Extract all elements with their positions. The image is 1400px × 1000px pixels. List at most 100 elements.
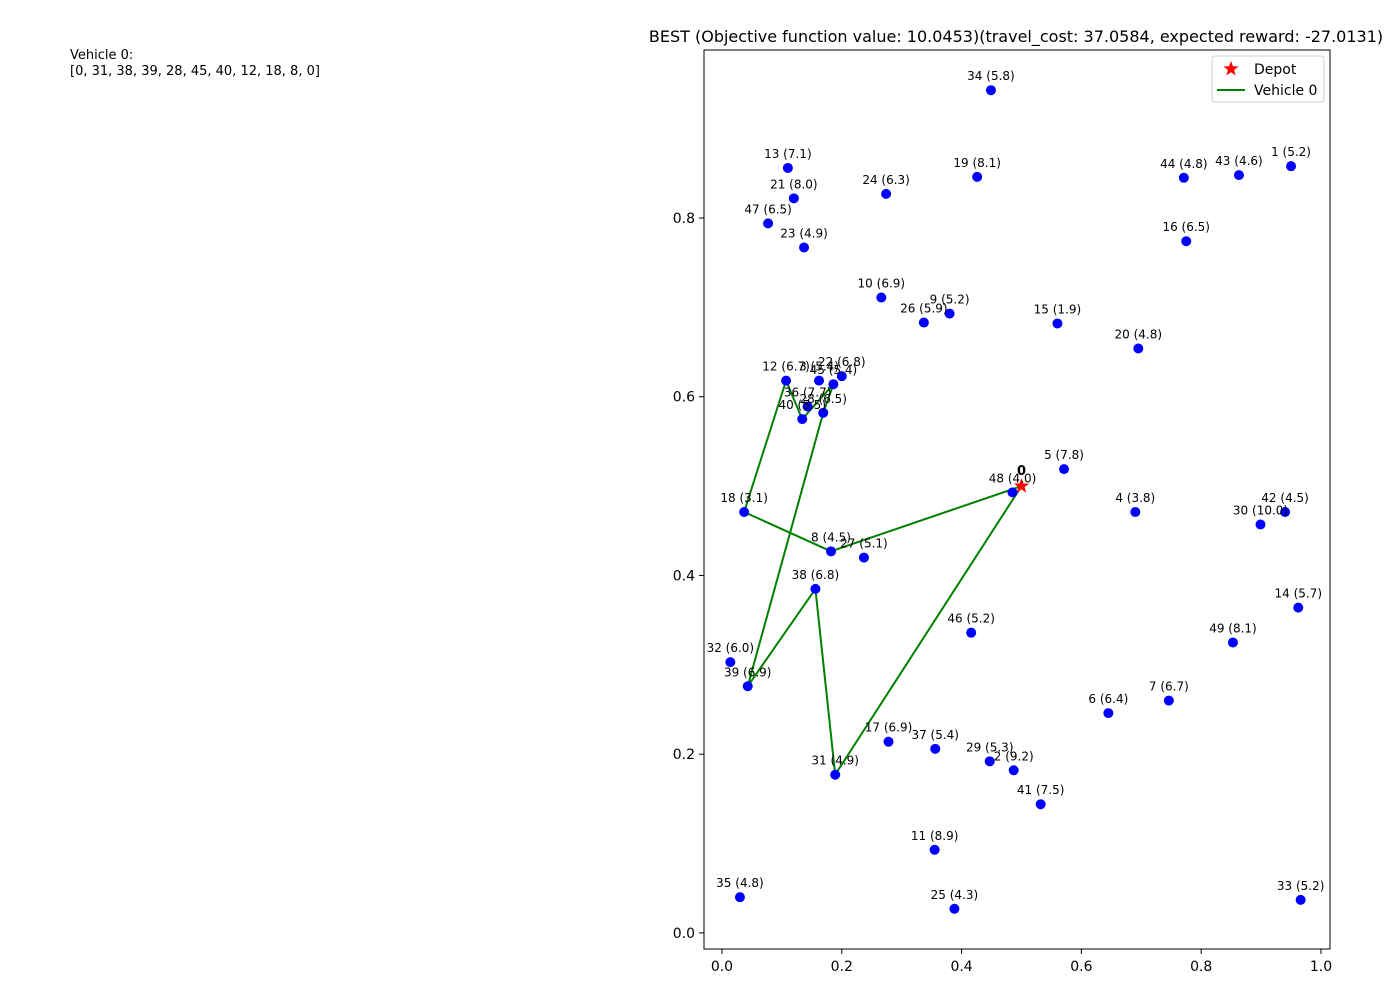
customer-label-2: 2 (9.2): [994, 749, 1034, 763]
route-layer: [743, 379, 1023, 776]
customer-label-11: 11 (8.9): [911, 829, 959, 843]
customer-label-6: 6 (6.4): [1088, 692, 1128, 706]
customer-point-16: [1181, 236, 1192, 247]
customer-label-40: 40 (5.5): [778, 398, 826, 412]
customer-point-11: [929, 844, 940, 855]
customer-point-31: [830, 769, 841, 780]
legend-depot-marker: [1223, 61, 1239, 76]
customer-point-32: [725, 657, 736, 668]
customer-label-10: 10 (6.9): [858, 277, 906, 291]
customer-label-26: 26 (5.9): [900, 302, 948, 316]
customer-point-7: [1163, 695, 1174, 706]
customer-point-26: [918, 317, 929, 328]
customer-point-10: [876, 292, 887, 303]
customer-point-30: [1255, 519, 1266, 530]
customer-label-42: 42 (4.5): [1261, 491, 1309, 505]
customer-label-24: 24 (6.3): [862, 173, 910, 187]
customer-label-7: 7 (6.7): [1149, 680, 1189, 694]
customer-point-41: [1035, 799, 1046, 810]
y-tick-label-4: 0.8: [673, 211, 695, 227]
customer-label-45: 45 (5.4): [810, 363, 858, 377]
customer-point-14: [1293, 602, 1304, 613]
customer-point-3: [814, 375, 825, 386]
customer-point-9: [944, 308, 955, 319]
route-text: Vehicle 0: [0, 31, 38, 39, 28, 45, 40, 1…: [70, 48, 320, 80]
customer-point-4: [1130, 507, 1141, 518]
customer-point-19: [972, 171, 983, 182]
customer-label-32: 32 (6.0): [707, 641, 755, 655]
customer-point-45: [828, 379, 839, 390]
customer-label-12: 12 (6.7): [762, 360, 810, 374]
customer-point-42: [1280, 507, 1291, 518]
customer-label-44: 44 (4.8): [1160, 157, 1208, 171]
customer-point-25: [949, 903, 960, 914]
customer-point-28: [818, 407, 829, 418]
customer-point-5: [1059, 464, 1070, 475]
customer-label-36: 36 (7.7): [784, 386, 832, 400]
legend-label-0: Depot: [1254, 62, 1297, 78]
customer-point-15: [1052, 318, 1063, 329]
customer-label-49: 49 (8.1): [1209, 621, 1257, 635]
customer-label-15: 15 (1.9): [1034, 302, 1082, 316]
customer-point-35: [734, 892, 745, 903]
customer-label-31: 31 (4.9): [811, 754, 859, 768]
chart-title: BEST (Objective function value: 10.0453)…: [649, 27, 1383, 47]
customer-label-21: 21 (8.0): [770, 177, 818, 191]
customer-label-19: 19 (8.1): [953, 156, 1001, 170]
vehicle-label: Vehicle 0:: [70, 48, 134, 63]
customer-label-35: 35 (4.8): [716, 876, 764, 890]
customer-label-30: 30 (10.0): [1233, 504, 1288, 518]
customer-label-37: 37 (5.4): [911, 728, 959, 742]
customer-point-39: [742, 681, 753, 692]
y-tick-label-3: 0.6: [673, 390, 695, 406]
customer-point-22: [836, 371, 847, 382]
customer-point-13: [782, 162, 793, 173]
labels-layer: 1 (5.2) 2 (9.2) 4 (3.8) 5 (7.8) 6 (6.4) 7 (6.…: [707, 69, 1325, 902]
customer-label-9: 9 (5.2): [930, 293, 970, 307]
customer-label-29: 29 (5.3): [966, 740, 1014, 754]
customer-point-47: [763, 218, 774, 229]
customer-label-22: 22 (6.8): [818, 355, 866, 369]
legend-label-1: Vehicle 0: [1254, 83, 1317, 99]
customer-label-38: 38 (6.8): [792, 568, 840, 582]
customer-point-38: [810, 583, 821, 594]
customer-label-25: 25 (4.3): [931, 888, 979, 902]
customer-label-33: 33 (5.2): [1277, 879, 1325, 893]
customer-label-46: 46 (5.2): [947, 612, 995, 626]
customer-label-3: 3 (5.4): [799, 360, 839, 374]
axes: 0.0 0.2 0.4 0.6 0.8 1.0 0.0 0.2 0.4 0.6 0.8: [673, 49, 1332, 975]
plot-frame: [703, 49, 1331, 950]
points-layer: [725, 85, 1306, 914]
customer-point-6: [1103, 708, 1114, 719]
customer-label-27: 27 (5.1): [840, 537, 888, 551]
depot-marker: [1013, 478, 1030, 493]
vehicle-route: [0, 31, 38, 39, 28, 45, 40, 12, 18, 8, 0…: [70, 64, 320, 79]
customer-point-44: [1178, 172, 1189, 183]
customer-point-20: [1133, 343, 1144, 354]
customer-point-8: [825, 546, 836, 557]
customer-label-5: 5 (7.8): [1044, 448, 1084, 462]
customer-point-48: [1007, 487, 1018, 498]
customer-label-17: 17 (6.9): [865, 721, 913, 735]
customer-label-18: 18 (3.1): [720, 491, 768, 505]
customer-point-49: [1227, 637, 1238, 648]
customer-label-20: 20 (4.8): [1115, 327, 1163, 341]
customer-label-8: 8 (4.5): [811, 530, 851, 544]
x-tick-label-4: 0.8: [1190, 959, 1212, 975]
route-line-vehicle-0: [743, 379, 1023, 776]
x-tick-label-0: 0.0: [711, 959, 733, 975]
x-tick-label-1: 0.2: [831, 959, 853, 975]
customer-point-37: [930, 743, 941, 754]
customer-point-12: [781, 375, 792, 386]
y-tick-label-0: 0.0: [673, 926, 695, 942]
customer-label-48: 48 (4.0): [989, 471, 1037, 485]
customer-point-40: [797, 414, 808, 425]
customer-label-28: 28 (6.5): [799, 392, 847, 406]
x-tick-label-3: 0.6: [1070, 959, 1092, 975]
customer-point-34: [985, 85, 996, 96]
customer-label-14: 14 (5.7): [1274, 587, 1322, 601]
customer-point-29: [984, 756, 995, 767]
customer-point-1: [1286, 161, 1297, 172]
depot-label: 0: [1017, 464, 1026, 479]
